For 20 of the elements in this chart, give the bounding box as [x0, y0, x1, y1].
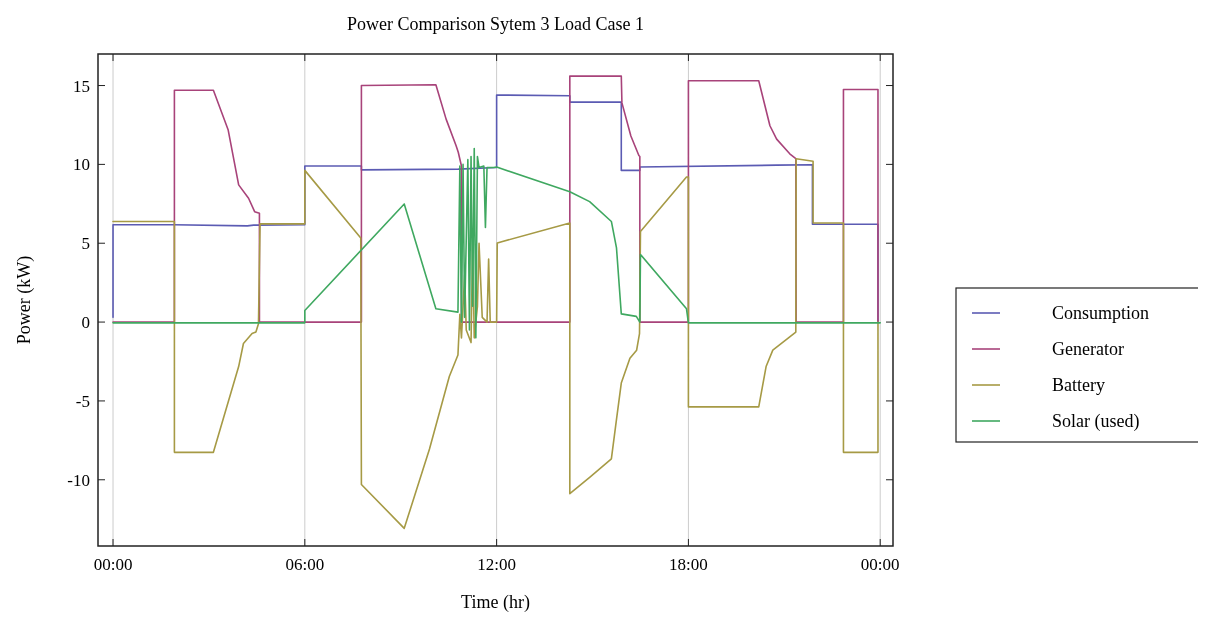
x-tick-label: 00:00 [860, 555, 900, 574]
text: Battery [1052, 375, 1105, 395]
chart-title: Power Comparison Sytem 3 Load Case 1 [347, 14, 644, 34]
y-tick-label: 5 [81, 234, 90, 254]
y-axis-title: Power (kW) [14, 255, 35, 345]
line-series [112, 147, 882, 339]
x-tick-label: 18:00 [669, 555, 708, 574]
line-series [112, 157, 879, 530]
x-tick-label: 06:00 [285, 555, 325, 574]
y-tick-label: 10 [73, 155, 90, 175]
y-tick-label: 0 [81, 313, 90, 333]
y-tick-label: -10 [67, 470, 90, 490]
text: Consumption [1052, 303, 1150, 323]
text: Solar (used) [1052, 411, 1140, 432]
y-tick-label: 15 [73, 76, 90, 96]
x-axis-title: Time (hr) [461, 592, 530, 613]
x-tick-label: 12:00 [477, 555, 516, 574]
x-tick-label: 00:00 [93, 555, 133, 574]
y-tick-label: -5 [75, 391, 90, 411]
text: Generator [1052, 339, 1124, 359]
